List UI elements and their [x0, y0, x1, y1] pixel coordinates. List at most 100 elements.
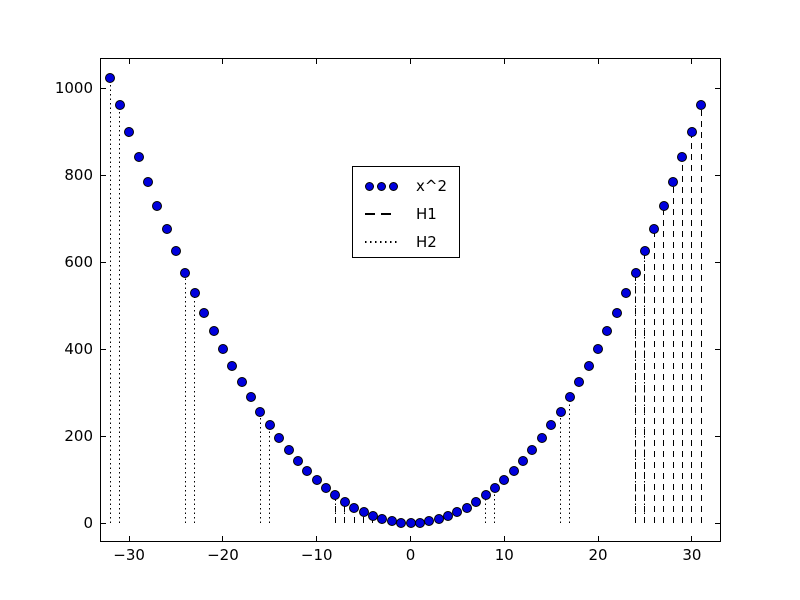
data-point: [396, 517, 407, 528]
y-tick-mark: [715, 522, 720, 524]
data-point: [227, 361, 238, 372]
y-tick-label: 0: [83, 514, 93, 533]
vline-dotted-h2: [269, 425, 271, 524]
data-point: [133, 152, 144, 163]
vline-dotted-h2: [569, 397, 571, 524]
data-point: [189, 288, 200, 299]
data-point: [311, 474, 322, 485]
y-tick-label: 1000: [54, 79, 93, 98]
x-tick-mark: [222, 59, 224, 64]
legend-label-h1: H1: [416, 205, 437, 223]
x-tick-mark: [503, 59, 505, 64]
vline-dashed-h1: [663, 206, 665, 524]
data-point: [518, 455, 529, 466]
marker-dot-icon: [389, 181, 398, 191]
data-point: [330, 490, 341, 501]
x-tick-mark: [691, 59, 693, 64]
data-point: [208, 326, 219, 337]
vline-dashed-h1: [691, 131, 693, 524]
x-tick-mark: [410, 536, 411, 541]
vline-dotted-h2: [109, 77, 111, 524]
x-tick-mark: [597, 536, 599, 541]
x-tick-label: 10: [494, 546, 514, 564]
data-point: [377, 514, 388, 525]
y-tick-mark: [715, 348, 720, 350]
y-tick-mark: [101, 87, 106, 89]
x-tick-mark: [128, 536, 130, 541]
plot-area: x^2 H1 H2: [100, 58, 721, 542]
vline-dotted-h2: [259, 411, 261, 524]
data-point: [658, 201, 669, 212]
y-tick-label: 800: [64, 166, 93, 185]
vline-dotted-h2: [184, 272, 186, 524]
x-tick-label: −20: [207, 546, 239, 564]
data-point: [180, 267, 191, 278]
x-tick-label: 0: [405, 546, 416, 564]
legend-entry-h1: H1: [365, 200, 459, 228]
data-point: [339, 496, 350, 507]
data-point: [686, 126, 697, 137]
vline-dashed-h1: [700, 105, 702, 524]
data-point: [405, 518, 416, 529]
data-point: [255, 406, 266, 417]
data-point: [433, 514, 444, 525]
legend-dotted-line-sample: [365, 241, 401, 243]
legend-marker-sample: [365, 181, 401, 191]
x-tick-label: −10: [300, 546, 333, 564]
vline-dotted-h2: [494, 487, 496, 524]
x-tick-mark: [503, 536, 505, 541]
x-tick-label: 20: [588, 546, 608, 564]
data-point: [574, 377, 585, 388]
data-point: [668, 177, 679, 188]
data-point: [246, 392, 257, 403]
data-point: [649, 224, 660, 235]
data-point: [461, 502, 472, 513]
data-point: [349, 502, 360, 513]
data-point: [696, 100, 707, 111]
data-point: [602, 326, 613, 337]
legend-entry-h2: H2: [365, 228, 459, 256]
marker-dot-icon: [365, 181, 374, 191]
legend-label-x2: x^2: [416, 177, 447, 195]
vline-dotted-h2: [560, 411, 562, 524]
data-point: [217, 344, 228, 355]
data-point: [152, 201, 163, 212]
vline-dashed-h1: [672, 182, 674, 524]
y-tick-label: 200: [64, 427, 93, 446]
vline-dotted-h2: [635, 272, 637, 524]
x-tick-mark: [222, 536, 224, 541]
y-tick-mark: [101, 522, 106, 524]
vline-dotted-h2: [485, 495, 487, 524]
data-point: [508, 465, 519, 476]
data-point: [527, 444, 538, 455]
x-tick-mark: [128, 59, 130, 64]
data-point: [236, 377, 247, 388]
x-tick-mark: [691, 536, 693, 541]
data-point: [302, 465, 313, 476]
dotted-line-icon: [365, 241, 397, 243]
data-point: [321, 482, 332, 493]
y-tick-mark: [101, 261, 106, 263]
data-point: [630, 267, 641, 278]
data-point: [105, 72, 116, 83]
y-tick-label: 600: [64, 253, 93, 272]
data-point: [583, 361, 594, 372]
data-point: [142, 177, 153, 188]
x-tick-mark: [410, 59, 411, 64]
x-tick-mark: [597, 59, 599, 64]
vline-dashed-h1: [681, 157, 683, 524]
data-point: [264, 420, 275, 431]
vline-dashed-h1: [363, 512, 365, 524]
data-point: [555, 406, 566, 417]
data-point: [564, 392, 575, 403]
y-tick-mark: [715, 87, 720, 89]
vline-dotted-h2: [334, 495, 336, 524]
x-tick-mark: [316, 536, 318, 541]
x-tick-label: 30: [682, 546, 702, 564]
y-tick-mark: [715, 174, 720, 176]
legend-entry-x2: x^2: [365, 172, 459, 200]
data-point: [171, 246, 182, 257]
vline-dotted-h2: [119, 105, 121, 524]
x-tick-mark: [316, 59, 318, 64]
